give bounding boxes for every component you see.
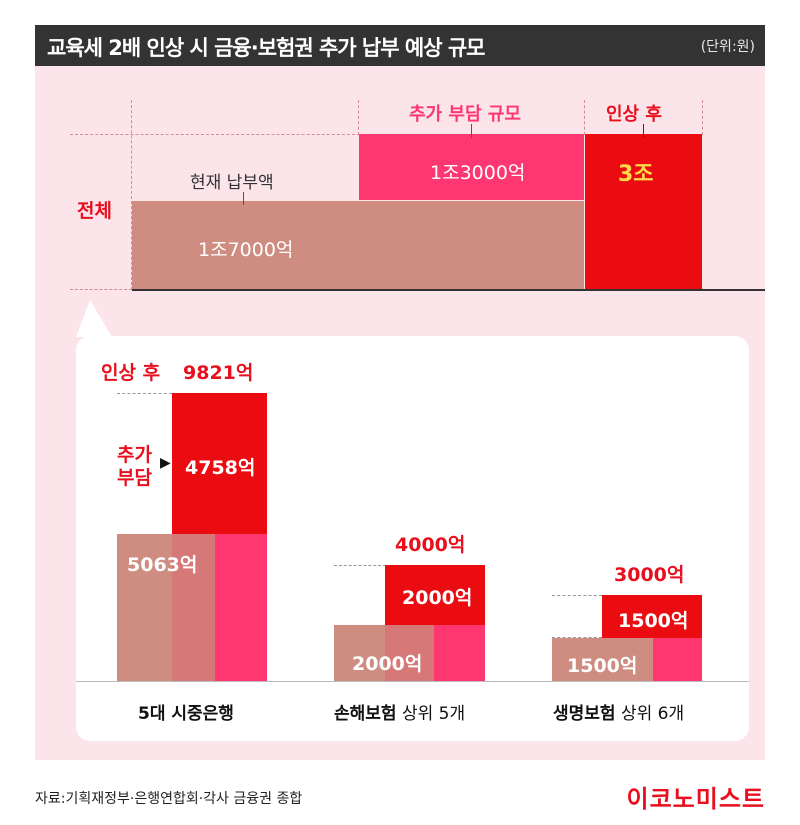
top-row-label: 전체 [77, 200, 112, 222]
group2-current-value: 2000억 [352, 653, 423, 675]
category-label: 생명보험 상위 6개 [553, 699, 684, 724]
dash-line [552, 595, 602, 596]
group2-total-value: 4000억 [395, 534, 466, 556]
top-current-label: 현재 납부액 [190, 173, 274, 193]
dash-line [334, 565, 386, 566]
group3-added-value: 1500억 [618, 610, 689, 632]
g1-bar-overlap [172, 534, 215, 681]
top-added-label: 추가 부담 규모 [409, 104, 521, 125]
pointer-line [643, 124, 644, 138]
g3-bar-current [552, 638, 653, 681]
g2-bar-after [385, 565, 485, 625]
top-bar-added [359, 134, 584, 200]
category-name-bold: 생명보험 [553, 704, 616, 724]
g1-bar-after [172, 393, 267, 534]
g2-bar-added-lower [434, 625, 485, 681]
top-bar-after [585, 134, 702, 290]
pointer-line [471, 124, 472, 138]
top-dash-line [70, 134, 360, 135]
dash-line [552, 637, 602, 638]
pointer-line [243, 192, 244, 205]
card-pointer [76, 300, 112, 337]
category-name-rest: 상위 5개 [396, 704, 466, 724]
added-label-line1: 추가 [117, 444, 152, 466]
top-dash-vline [584, 100, 585, 135]
title-bar [35, 25, 765, 66]
top-after-value: 3조 [618, 162, 654, 187]
arrow-icon: ▶ [160, 455, 171, 471]
top-dash-vline [358, 100, 359, 135]
g3-bar-added-lower [653, 638, 702, 681]
bottom-axis-line [76, 681, 749, 682]
dash-line [117, 393, 172, 394]
group2-added-value: 2000억 [402, 587, 473, 609]
category-name-bold: 5대 시중은행 [138, 704, 234, 724]
group3-total-value: 3000억 [614, 564, 685, 586]
g3-bar-after [602, 595, 702, 638]
publisher-logo: 이코노미스트 [626, 785, 765, 813]
unit-label: (단위:원) [700, 39, 755, 55]
group1-current-value: 5063억 [127, 554, 198, 576]
chart-title: 교육세 2배 인상 시 금융·보험권 추가 납부 예상 규모 [47, 36, 485, 60]
top-dash-vline [702, 100, 703, 135]
category-name-rest: 상위 6개 [615, 704, 685, 724]
category-label: 5대 시중은행 [138, 699, 234, 724]
group1-total-value: 9821억 [183, 362, 254, 384]
category-label: 손해보험 상위 5개 [334, 699, 465, 724]
after-label: 인상 후 [101, 362, 161, 384]
group1-added-value: 4758억 [185, 457, 256, 479]
category-name-bold: 손해보험 [334, 704, 397, 724]
source-note: 자료:기획재정부·은행연합회·각사 금융권 종합 [35, 791, 303, 807]
top-dash-vline [131, 100, 132, 290]
top-current-value: 1조7000억 [198, 239, 294, 261]
group3-current-value: 1500억 [567, 655, 638, 677]
added-label-line2: 부담 [117, 467, 152, 489]
top-after-label: 인상 후 [606, 104, 662, 125]
g2-bar-overlap [385, 625, 434, 681]
g1-bar-added-lower [215, 534, 267, 681]
top-added-value: 1조3000억 [430, 162, 526, 184]
top-axis-line [132, 289, 765, 291]
top-dash-line [70, 289, 132, 290]
top-bar-current [132, 201, 584, 290]
